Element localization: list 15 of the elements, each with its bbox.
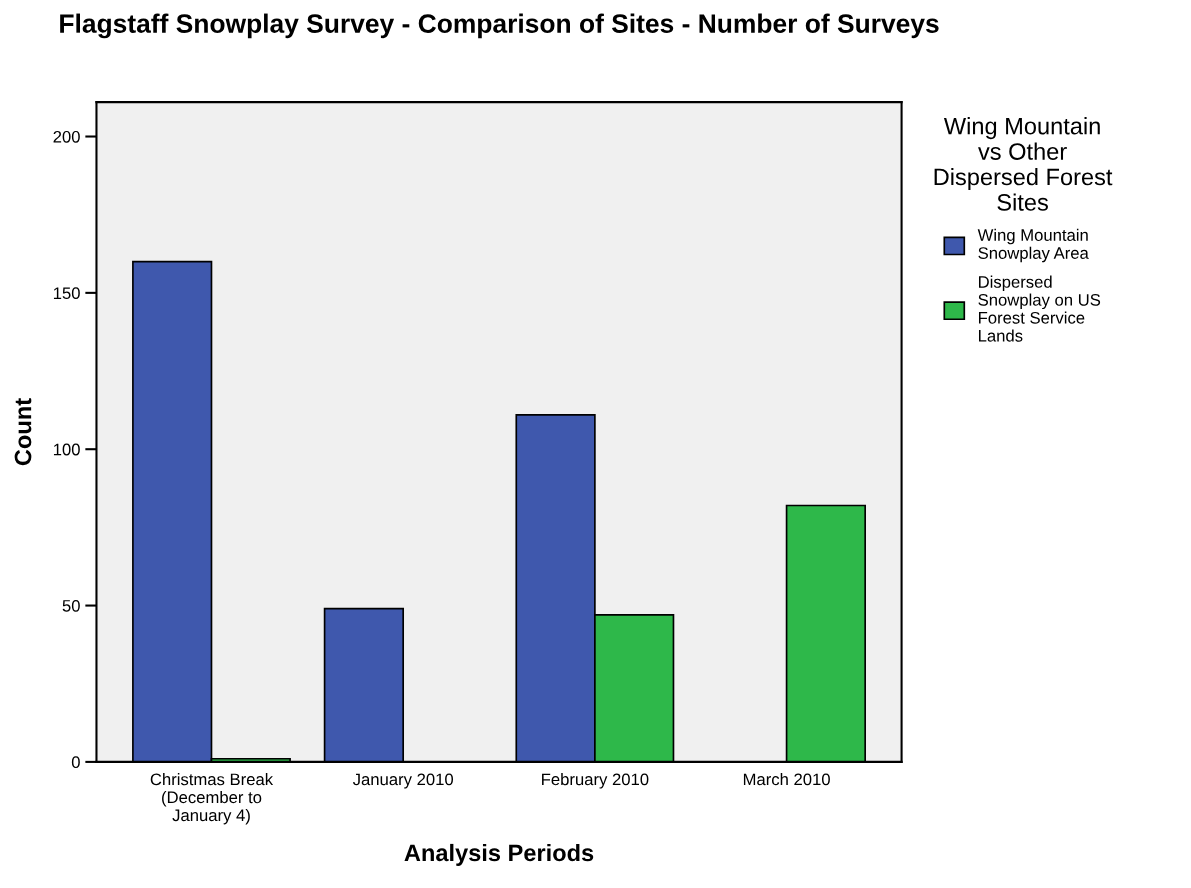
chart-title: Flagstaff Snowplay Survey - Comparison of Sites - Number of Surveys bbox=[60, 13, 939, 39]
x-tick-label: February 2010 bbox=[542, 773, 649, 789]
y-tick-label: 50 bbox=[62, 599, 80, 612]
x-tick-label: March 2010 bbox=[743, 773, 830, 786]
x-axis-title: Analysis Periods bbox=[404, 843, 594, 866]
y-tick-label: 0 bbox=[71, 756, 80, 769]
x-tick-label: January 2010 bbox=[352, 773, 454, 789]
y-axis-title: Count bbox=[14, 398, 32, 466]
y-tick-label: 150 bbox=[53, 287, 80, 300]
y-tick-label: 200 bbox=[53, 130, 80, 143]
legend-title: Wing Mountain vs Other Dispersed Forest Sites bbox=[934, 117, 1113, 211]
x-tick-label: Christmas Break (December to January 4) bbox=[150, 773, 274, 825]
legend-label: Dispersed Snowplay on US Forest Service Lands bbox=[978, 275, 1101, 342]
y-tick-label: 100 bbox=[53, 443, 80, 456]
legend-label: Wing Mountain Snowplay Area bbox=[977, 228, 1089, 263]
